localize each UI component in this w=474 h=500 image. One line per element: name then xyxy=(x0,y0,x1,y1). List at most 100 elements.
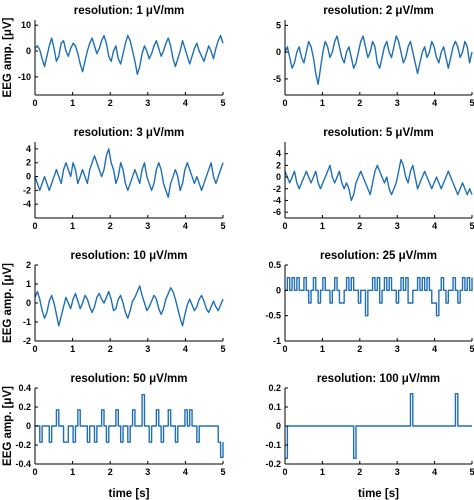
x-tick-label: 0 xyxy=(282,98,287,108)
y-tick-label: 0 xyxy=(26,172,31,182)
chart-panel-7: resolution: 50 μV/mm 0 1 2 3 4 5 -0.4 -0.2 0 0.2 0.… xyxy=(2,373,226,500)
y-tick-label: 4 xyxy=(26,144,31,154)
x-tick-label: 5 xyxy=(469,98,474,108)
x-tick-label: 0 xyxy=(282,467,287,477)
x-tick-label: 5 xyxy=(220,98,225,108)
y-tick-label: 0 xyxy=(276,285,281,295)
x-tick-label: 2 xyxy=(108,467,113,477)
chart-title: resolution: 1 μV/mm xyxy=(74,5,185,17)
x-axis-label: time [s] xyxy=(358,488,399,500)
x-tick-label: 3 xyxy=(395,98,400,108)
x-tick-label: 2 xyxy=(108,344,113,354)
y-tick-label: 0 xyxy=(26,421,31,431)
y-tick-label: -5 xyxy=(273,74,281,84)
y-tick-label: -10 xyxy=(18,72,31,82)
chart-panel-5: resolution: 10 μV/mm 0 1 2 3 4 5 -2 -1 0 1 2 EEG amp… xyxy=(2,250,226,354)
eeg-series-line xyxy=(34,34,224,76)
chart-title: resolution: 10 μV/mm xyxy=(71,250,188,262)
chart-title: resolution: 2 μV/mm xyxy=(323,5,434,17)
y-tick-label: -2 xyxy=(23,185,31,195)
eeg-series-line xyxy=(34,285,224,327)
y-axis-label: EEG amp. [μV] xyxy=(2,386,14,466)
chart-panel-6: resolution: 25 μV/mm 0 1 2 3 4 5 -1 -0.5 0 0.5 xyxy=(265,250,474,354)
chart-panel-3: resolution: 3 μV/mm 0 1 2 3 4 5 -4 -2 0 2 4 xyxy=(23,127,226,231)
x-tick-label: 1 xyxy=(70,467,75,477)
y-tick-label: 2 xyxy=(26,260,31,270)
x-tick-label: 5 xyxy=(469,344,474,354)
chart-title: resolution: 3 μV/mm xyxy=(74,127,185,139)
y-axis-label: EEG amp. [μV] xyxy=(2,17,14,97)
eeg-series-line xyxy=(284,35,473,85)
x-tick-label: 1 xyxy=(320,221,325,231)
x-tick-label: 4 xyxy=(183,467,188,477)
x-tick-label: 1 xyxy=(320,467,325,477)
eeg-series-line xyxy=(34,148,224,198)
y-tick-label: -0.1 xyxy=(265,440,281,450)
x-tick-label: 3 xyxy=(395,344,400,354)
x-tick-label: 2 xyxy=(357,344,362,354)
y-axis-label: EEG amp. [μV] xyxy=(2,263,14,343)
x-tick-label: 2 xyxy=(108,221,113,231)
x-tick-label: 2 xyxy=(357,98,362,108)
x-tick-label: 1 xyxy=(70,221,75,231)
x-tick-label: 4 xyxy=(183,98,188,108)
x-tick-label: 3 xyxy=(145,98,150,108)
x-tick-label: 1 xyxy=(70,98,75,108)
x-tick-label: 2 xyxy=(108,98,113,108)
x-tick-label: 5 xyxy=(220,344,225,354)
x-tick-label: 0 xyxy=(32,344,37,354)
x-tick-label: 4 xyxy=(183,344,188,354)
y-tick-label: 10 xyxy=(21,20,31,30)
y-tick-label: -4 xyxy=(23,199,31,209)
chart-title: resolution: 50 μV/mm xyxy=(71,373,188,385)
x-tick-label: 1 xyxy=(320,98,325,108)
y-tick-label: 0 xyxy=(26,46,31,56)
chart-title: resolution: 5 μV/mm xyxy=(323,127,434,139)
eeg-series-line xyxy=(35,393,224,459)
chart-panel-1: resolution: 1 μV/mm 0 1 2 3 4 5 -10 0 10 EEG amp. … xyxy=(2,5,226,108)
chart-title: resolution: 25 μV/mm xyxy=(320,250,437,262)
y-tick-label: 0 xyxy=(26,298,31,308)
x-tick-label: 4 xyxy=(183,221,188,231)
x-tick-label: 5 xyxy=(220,467,225,477)
x-tick-label: 3 xyxy=(145,344,150,354)
x-tick-label: 4 xyxy=(432,98,437,108)
y-tick-label: -0.2 xyxy=(15,440,31,450)
y-tick-label: 0 xyxy=(276,172,281,182)
x-tick-label: 0 xyxy=(282,344,287,354)
x-tick-label: 4 xyxy=(432,467,437,477)
y-tick-label: -1 xyxy=(23,317,31,327)
y-tick-label: 1 xyxy=(26,279,31,289)
y-tick-label: 0.2 xyxy=(18,402,31,412)
x-tick-label: 5 xyxy=(469,221,474,231)
y-tick-label: -2 xyxy=(273,184,281,194)
x-tick-label: 3 xyxy=(395,467,400,477)
y-tick-label: -0.5 xyxy=(265,311,281,321)
y-tick-label: 0 xyxy=(276,421,281,431)
y-tick-label: -0.2 xyxy=(265,459,281,469)
x-tick-label: 0 xyxy=(32,221,37,231)
chart-panel-2: resolution: 2 μV/mm 0 1 2 3 4 5 -5 0 5 xyxy=(273,5,474,108)
x-tick-label: 5 xyxy=(220,221,225,231)
y-tick-label: 5 xyxy=(276,20,281,30)
x-tick-label: 4 xyxy=(432,344,437,354)
y-tick-label: 0.1 xyxy=(268,402,281,412)
y-tick-label: -0.4 xyxy=(15,459,31,469)
y-tick-label: 0 xyxy=(276,47,281,57)
x-tick-label: 3 xyxy=(395,221,400,231)
x-tick-label: 1 xyxy=(70,344,75,354)
y-tick-label: -6 xyxy=(273,207,281,217)
x-tick-label: 1 xyxy=(320,344,325,354)
x-tick-label: 2 xyxy=(357,467,362,477)
y-tick-label: 2 xyxy=(26,158,31,168)
x-tick-label: 4 xyxy=(432,221,437,231)
y-tick-label: 2 xyxy=(276,160,281,170)
x-axis-label: time [s] xyxy=(109,488,150,500)
x-tick-label: 0 xyxy=(32,467,37,477)
x-tick-label: 3 xyxy=(145,467,150,477)
y-tick-label: -4 xyxy=(273,195,281,205)
eeg-series-line xyxy=(285,393,472,459)
y-tick-label: -1 xyxy=(273,336,281,346)
